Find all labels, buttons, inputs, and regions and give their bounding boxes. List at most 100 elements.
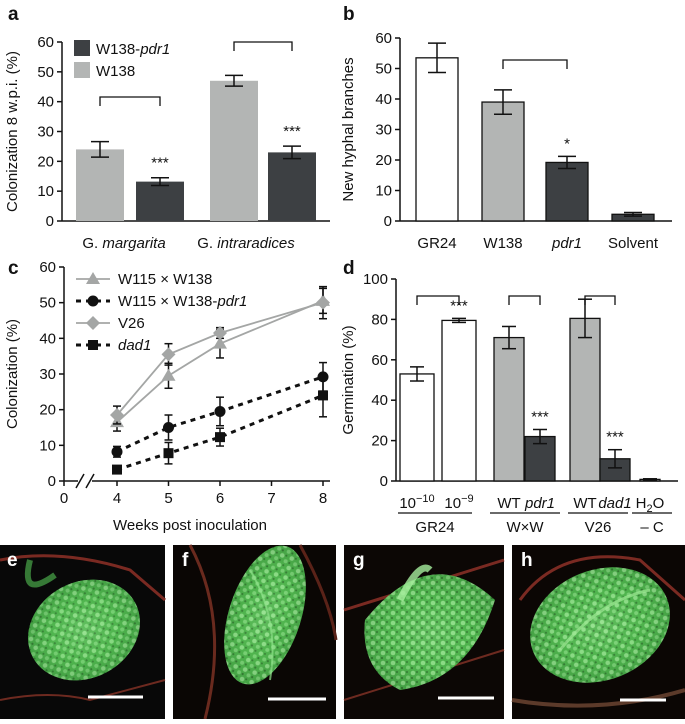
panel-c-y-tick-label: 40 [39,330,56,347]
panel-b-category-label: Solvent [608,235,659,252]
panel-a-category-label: G. intraradices [197,235,295,252]
panel-d-group-label: W×W [506,519,544,536]
panel-a-y-axis-label: Colonization 8 w.p.i. (%) [4,51,21,212]
panel-d-y-tick-label: 100 [363,271,388,288]
panel-a-y-tick-label: 60 [37,34,54,51]
panel-a-bar [268,152,316,221]
panel-a-y-tick-label: 40 [37,94,54,111]
panel-b-y-tick-label: 40 [375,91,392,108]
panel-b-bar [545,161,589,222]
panel-c-point [110,408,124,423]
panel-d-category-label: 10−10 [399,493,434,512]
panel-a-y-tick-label: 0 [46,213,54,230]
panel-a-legend-swatch [74,62,90,78]
panel-b-category-label: pdr1 [551,235,582,252]
legend-text: W138- [96,41,140,58]
panel-a-category-label: G. margarita [82,235,165,252]
panel-d-y-tick-label: 40 [371,392,388,409]
panel-b-category-label: W138 [483,235,522,252]
panel-c-x-tick-label: 6 [216,490,224,507]
panel-a: a Colonization 8 w.p.i. (%) 0 10 20 30 40 50 6… [4,4,330,252]
panel-c-x-tick-label: 5 [164,490,172,507]
panel-c-legend-marker [86,316,100,330]
panel-d-label-base: H [636,495,647,512]
panel-d-category-label: pdr1 [524,495,555,512]
panel-a-y-tick-label: 10 [37,183,54,200]
panel-d-bars: *** *** *** [399,295,661,482]
panel-b-y-tick-label: 60 [375,30,392,47]
panel-a-category-prefix: G. [82,235,102,252]
micrograph-strip: e f g [0,544,685,720]
panel-b-y-tick-label: 30 [375,122,392,139]
panel-c-legend-label: W115 × W138 [118,271,212,288]
panel-c-legend-label: dad1 [118,337,151,354]
panel-c-y-tick-label: 20 [39,402,56,419]
panel-a-bar [76,149,124,221]
panel-c-point [161,347,176,362]
micrograph-h: h [511,545,685,719]
panel-d-bar [569,317,601,482]
panel-a-letter: a [8,4,19,25]
panel-b-y-tick-label: 10 [375,183,392,200]
panel-b-y-tick-label: 20 [375,152,392,169]
panel-c-point [213,336,227,349]
panel-a-category-name: intraradices [217,235,295,252]
panel-c-axes: 0 10 20 30 40 50 60 0 4 5 6 7 8 [39,259,330,507]
micrograph-h-letter: h [521,550,533,571]
panel-d-category-label: 10−9 [444,493,473,512]
panel-c-series-line [116,300,324,423]
panel-c-point [163,448,174,459]
panel-c-y-tick-label: 30 [39,366,56,383]
panel-d-significance-label: *** [606,429,624,446]
panel-b-category-label: GR24 [417,235,456,252]
panel-c-x-tick-label: 0 [60,490,68,507]
panel-c-legend: W115 × W138 W115 × W138-pdr1 V26 dad1 [76,271,247,354]
panel-a-bracket [99,96,161,106]
panel-d-significance-label: *** [450,297,468,314]
panel-c-x-axis-label: Weeks post inoculation [113,517,267,534]
panel-c-series-line [116,301,324,416]
panel-d-significance-label: *** [531,408,549,425]
panel-c-legend-label: W115 × W138-pdr1 [118,293,247,310]
panel-c-point [213,325,227,340]
panel-d-bar [399,373,435,482]
micrograph-e-letter: e [7,550,18,571]
panel-c-x-tick-label: 4 [113,490,121,507]
panel-d-letter: d [343,258,355,279]
panel-d-y-axis-label: Germination (%) [340,325,357,434]
panel-b-bar [481,101,525,222]
panel-b-bracket [502,59,568,69]
panel-d-label-sub: 2 [647,503,653,515]
panel-c-point [112,464,122,475]
panel-c-y-tick-label: 60 [39,259,56,276]
legend-italic: pdr1 [216,293,247,310]
panel-a-y-tick-label: 20 [37,153,54,170]
panel-b-letter: b [343,4,355,25]
panel-d-bracket [416,295,460,305]
panel-d-bracket [584,295,616,305]
panel-a-legend-swatch [74,40,90,56]
panel-b-bars: * [415,42,655,222]
panel-d-label-post: O [653,495,665,512]
panel-c-y-tick-label: 10 [39,437,56,454]
panel-c-y-tick-label: 50 [39,295,56,312]
panel-c-point [215,432,225,443]
panel-d-y-tick-label: 20 [371,433,388,450]
panel-d-category-label: WT [573,495,596,512]
panel-c-y-axis-label: Colonization (%) [4,319,21,429]
panel-d-label-exp: −9 [461,493,474,505]
panel-c-point [163,422,174,433]
panel-c-y-tick-label: 0 [48,473,56,490]
panel-a-category-name: margarita [102,235,165,252]
panel-d-bracket [508,295,541,305]
panel-d-category-label: H2O [636,495,665,515]
panel-c-series [110,285,330,475]
panel-d-category-label: WT [497,495,520,512]
panel-c-series-line [116,375,324,454]
panel-d-label-base: 10 [444,495,461,512]
